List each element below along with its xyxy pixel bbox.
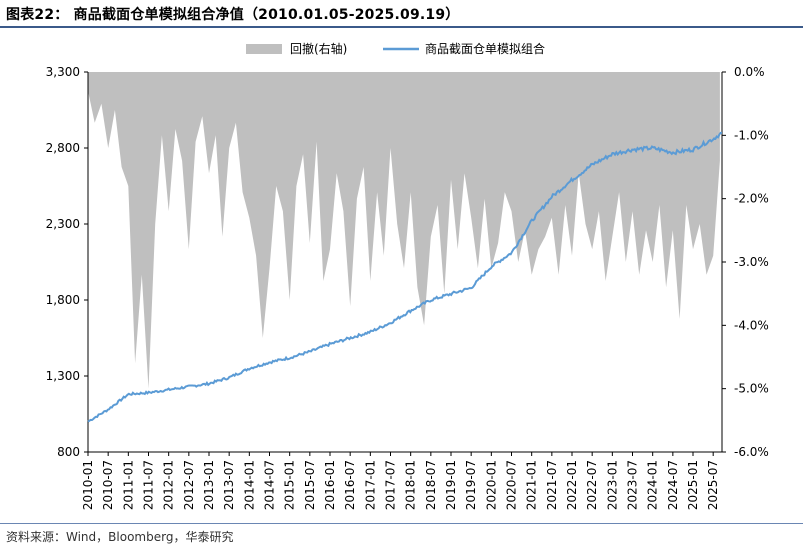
nav-line-layer xyxy=(87,131,723,423)
y-left-tick-label: 1,800 xyxy=(46,293,80,307)
y-right-tick-label: -2.0% xyxy=(734,192,769,206)
y-left-tick-label: 2,800 xyxy=(46,141,80,155)
x-tick-label: 2022-01 xyxy=(565,460,579,510)
x-tick-label: 2010-01 xyxy=(81,460,95,510)
x-tick-label: 2015-01 xyxy=(283,460,297,510)
x-tick-label: 2015-07 xyxy=(303,460,317,510)
drawdown-area-layer xyxy=(88,72,720,389)
nav-line xyxy=(87,131,723,423)
y-right-tick-label: -6.0% xyxy=(734,445,769,459)
source-note: 资料来源：Wind，Bloomberg，华泰研究 xyxy=(6,530,234,544)
legend-label-nav: 商品截面仓单模拟组合 xyxy=(425,41,545,56)
y-right-tick-label: -5.0% xyxy=(734,382,769,396)
y-left-tick-label: 3,300 xyxy=(46,65,80,79)
x-tick-label: 2024-01 xyxy=(646,460,660,510)
x-tick-label: 2019-07 xyxy=(464,460,478,510)
y-right-tick-label: 0.0% xyxy=(734,65,765,79)
x-tick-label: 2018-01 xyxy=(404,460,418,510)
x-tick-label: 2023-07 xyxy=(626,460,640,510)
y-right-tick-label: -3.0% xyxy=(734,255,769,269)
x-tick-label: 2014-01 xyxy=(242,460,256,510)
x-tick-label: 2018-07 xyxy=(424,460,438,510)
axes-layer: 800 1,300 1,800 2,300 2,800 3,300 0.0% -1.0% -2.… xyxy=(46,65,769,510)
y-left-tick-label: 1,300 xyxy=(46,369,80,383)
x-tick-label: 2010-07 xyxy=(101,460,115,510)
x-tick-label: 2022-07 xyxy=(585,460,599,510)
x-tick-label: 2024-07 xyxy=(666,460,680,510)
chart-canvas: 800 1,300 1,800 2,300 2,800 3,300 0.0% -1.0% -2.… xyxy=(46,41,769,510)
x-tick-label: 2020-01 xyxy=(484,460,498,510)
y-right-tick-label: -1.0% xyxy=(734,128,769,142)
legend-label-drawdown: 回撤(右轴) xyxy=(290,41,347,56)
x-tick-label: 2019-01 xyxy=(444,460,458,510)
x-tick-label: 2011-07 xyxy=(142,460,156,510)
y-right-tick-label: -4.0% xyxy=(734,318,769,332)
x-tick-label: 2017-07 xyxy=(384,460,398,510)
x-tick-label: 2021-07 xyxy=(545,460,559,510)
legend-swatch-drawdown xyxy=(246,44,282,54)
x-tick-label: 2013-07 xyxy=(222,460,236,510)
x-tick-label: 2020-07 xyxy=(505,460,519,510)
chart-title: 图表22： 商品截面仓单模拟组合净值（2010.01.05-2025.09.19… xyxy=(6,7,460,23)
x-tick-label: 2021-01 xyxy=(525,460,539,510)
x-tick-label: 2017-01 xyxy=(363,460,377,510)
legend: 回撤(右轴) 商品截面仓单模拟组合 xyxy=(246,41,545,56)
drawdown-area xyxy=(88,72,720,389)
y-left-tick-label: 800 xyxy=(57,445,80,459)
source-rule xyxy=(0,523,803,524)
x-tick-label: 2025-07 xyxy=(706,460,720,510)
x-tick-label: 2016-07 xyxy=(343,460,357,510)
x-tick-label: 2013-01 xyxy=(202,460,216,510)
x-tick-label: 2014-07 xyxy=(263,460,277,510)
title-rule xyxy=(0,26,803,28)
x-tick-label: 2025-01 xyxy=(686,460,700,510)
x-tick-label: 2011-01 xyxy=(121,460,135,510)
x-tick-label: 2012-01 xyxy=(162,460,176,510)
y-left-tick-label: 2,300 xyxy=(46,217,80,231)
x-tick-label: 2012-07 xyxy=(182,460,196,510)
x-tick-label: 2023-01 xyxy=(605,460,619,510)
x-tick-label: 2016-01 xyxy=(323,460,337,510)
